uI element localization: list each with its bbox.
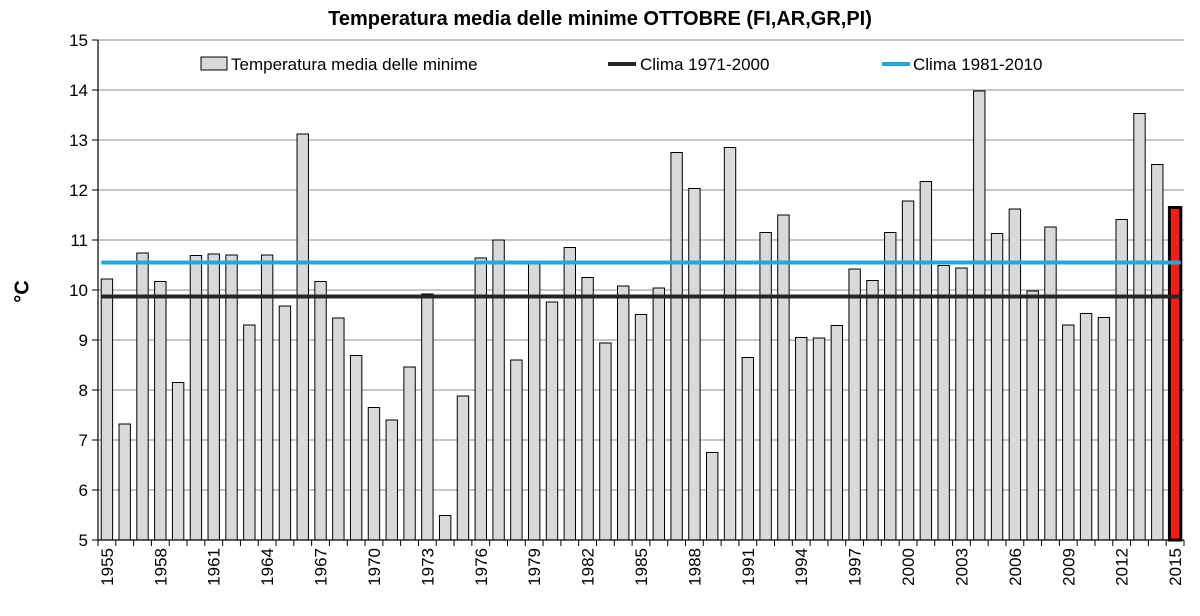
x-tick-label: 1994 (792, 548, 811, 586)
legend-label-temperatura: Temperatura media delle minime (231, 55, 478, 74)
bar-2000 (901, 200, 915, 541)
bar-2014 (1151, 164, 1164, 541)
x-tick-label: 1961 (205, 548, 224, 586)
bar-1988 (688, 188, 701, 541)
bar-2010 (1079, 313, 1093, 541)
bar-1990 (723, 147, 737, 541)
x-tick-label: 2009 (1059, 548, 1078, 586)
x-tick-label: 1985 (632, 548, 651, 586)
x-tick-label: 1964 (258, 548, 277, 586)
y-tick-label: 12 (69, 181, 88, 200)
bar-1986 (652, 287, 666, 541)
bar-1983 (599, 342, 612, 541)
x-tick-label: 1991 (739, 548, 758, 586)
bar-1967 (314, 281, 327, 541)
y-tick-label: 8 (79, 381, 88, 400)
x-tick-label: 1982 (579, 548, 598, 586)
bar-1974 (438, 515, 452, 541)
x-tick-label: 1970 (365, 548, 384, 586)
bar-1987 (670, 152, 683, 541)
y-tick-label: 6 (79, 481, 88, 500)
bar-1969 (349, 355, 363, 541)
bar-1984 (616, 285, 630, 541)
x-tick-label: 1976 (472, 548, 491, 586)
bar-2001 (919, 181, 933, 541)
bar-2005 (990, 233, 1004, 541)
bar-1985 (634, 314, 648, 541)
legend-label-clima-1971-2000: Clima 1971-2000 (640, 55, 769, 74)
bar-2011 (1097, 317, 1111, 541)
x-tick-label: 1973 (418, 548, 437, 586)
bar-2004 (973, 90, 986, 541)
bar-1959 (171, 382, 185, 541)
bar-1996 (830, 325, 844, 541)
bar-1978 (510, 359, 523, 541)
bar-1955 (100, 278, 114, 541)
bar-1968 (332, 317, 345, 541)
x-tick-label: 2006 (1006, 548, 1025, 586)
x-tick-label: 2015 (1166, 548, 1185, 586)
bar-2002 (937, 265, 950, 541)
bar-1999 (884, 232, 897, 541)
y-tick-label: 15 (69, 31, 88, 50)
bar-1966 (296, 133, 309, 541)
bar-1992 (759, 232, 772, 541)
bar-1977 (492, 239, 505, 541)
bar-1995 (812, 337, 826, 541)
bar-1976 (474, 257, 487, 541)
x-tick-label: 1955 (98, 548, 117, 586)
bars (100, 90, 1183, 542)
bar-2015 (1167, 206, 1183, 542)
bar-1971 (385, 419, 398, 541)
bar-1956 (118, 423, 131, 541)
y-tick-labels: 5 6 7 8 9 10 11 12 13 14 15 (69, 31, 98, 550)
bar-2008 (1044, 226, 1057, 541)
bar-2009 (1062, 324, 1075, 541)
bar-1991 (741, 357, 755, 541)
x-tick-label: 1967 (312, 548, 331, 586)
x-tick-label: 2003 (952, 548, 971, 586)
legend-swatch-temperatura (200, 56, 228, 71)
x-tick-label: 1997 (846, 548, 865, 586)
bar-1973 (421, 293, 434, 541)
legend-label-clima-1981-2010: Clima 1981-2010 (913, 55, 1042, 74)
y-tick-label: 10 (69, 281, 88, 300)
climate-lines (101, 260, 1181, 299)
bar-1997 (848, 268, 861, 541)
y-tick-label: 14 (69, 81, 88, 100)
bar-2013 (1133, 113, 1146, 541)
bar-1972 (403, 366, 416, 541)
y-tick-label: 9 (79, 331, 88, 350)
x-tick-label: 1979 (525, 548, 544, 586)
bar-2003 (955, 267, 968, 541)
y-tick-label: 7 (79, 431, 88, 450)
bar-1965 (278, 305, 292, 541)
legend: Temperatura media delle minime Clima 1971… (200, 55, 1042, 74)
bar-1989 (706, 452, 719, 541)
bar-1975 (456, 395, 470, 541)
x-tick-labels: 1955 1958 1961 1964 1967 1970 1973 1976 1979 1982… (97, 540, 1185, 586)
bar-1963 (243, 324, 256, 541)
bar-1970 (367, 407, 381, 541)
x-tick-label: 1958 (151, 548, 170, 586)
bar-1979 (527, 262, 541, 541)
x-tick-label: 2000 (899, 548, 918, 586)
chart-title: Temperatura media delle minime OTTOBRE (… (328, 8, 872, 30)
bar-1982 (581, 277, 594, 541)
bar-2006 (1008, 208, 1022, 541)
bar-1958 (154, 281, 167, 541)
bar-1981 (563, 247, 576, 541)
x-tick-label: 2012 (1113, 548, 1132, 586)
y-tick-label: 5 (79, 531, 88, 550)
x-tick-label: 1988 (685, 548, 704, 586)
y-tick-label: 11 (70, 231, 88, 250)
bar-1994 (795, 337, 808, 541)
bar-2007 (1026, 290, 1039, 541)
y-tick-label: 13 (69, 131, 88, 150)
bar-1980 (545, 301, 559, 541)
bar-1998 (866, 280, 879, 541)
bar-2012 (1115, 219, 1128, 541)
